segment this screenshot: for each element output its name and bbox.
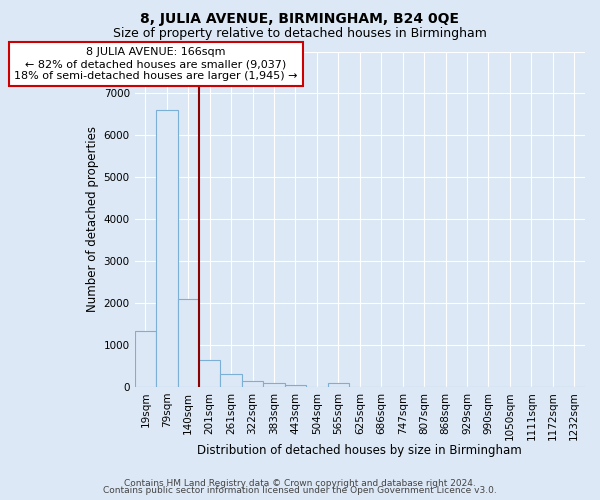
Bar: [242, 381, 263, 386]
Bar: [263, 384, 285, 386]
X-axis label: Distribution of detached houses by size in Birmingham: Distribution of detached houses by size …: [197, 444, 522, 458]
Bar: [178, 298, 199, 386]
Text: Contains public sector information licensed under the Open Government Licence v3: Contains public sector information licen…: [103, 486, 497, 495]
Bar: [134, 332, 156, 386]
Text: Size of property relative to detached houses in Birmingham: Size of property relative to detached ho…: [113, 28, 487, 40]
Bar: [328, 382, 349, 386]
Text: Contains HM Land Registry data © Crown copyright and database right 2024.: Contains HM Land Registry data © Crown c…: [124, 478, 476, 488]
Bar: [285, 384, 306, 386]
Text: 8, JULIA AVENUE, BIRMINGHAM, B24 0QE: 8, JULIA AVENUE, BIRMINGHAM, B24 0QE: [140, 12, 460, 26]
Bar: [220, 374, 242, 386]
Text: 8 JULIA AVENUE: 166sqm
← 82% of detached houses are smaller (9,037)
18% of semi-: 8 JULIA AVENUE: 166sqm ← 82% of detached…: [14, 48, 298, 80]
Bar: [199, 360, 220, 386]
Y-axis label: Number of detached properties: Number of detached properties: [86, 126, 100, 312]
Bar: [156, 110, 178, 386]
